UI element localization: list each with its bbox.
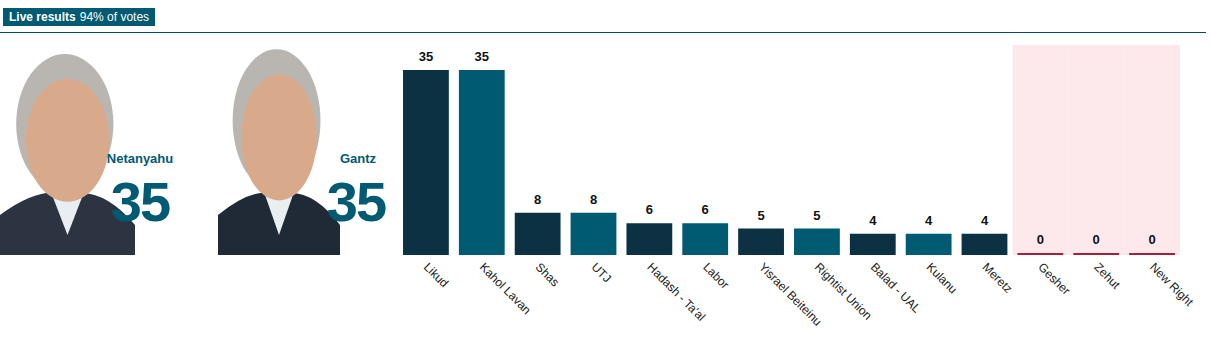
- svg-text:Rightist Union: Rightist Union: [812, 260, 875, 323]
- html-text:Gantz: Gantz: [339, 151, 377, 166]
- html-text:Live results 94% of votes: Live results 94% of votes: [9, 10, 150, 24]
- html-text:Netanyahu: Netanyahu: [106, 151, 174, 166]
- svg-text:6: 6: [646, 202, 653, 217]
- svg-text:4: 4: [981, 213, 989, 228]
- svg-text:35: 35: [419, 49, 433, 64]
- html-text:35: 35: [110, 170, 170, 233]
- svg-text:35: 35: [475, 49, 489, 64]
- svg-text:5: 5: [757, 208, 764, 223]
- svg-text:Gesher: Gesher: [1035, 260, 1073, 298]
- svg-text:0: 0: [1037, 232, 1044, 247]
- svg-text:8: 8: [534, 192, 541, 207]
- svg-text:0: 0: [1148, 232, 1155, 247]
- svg-text:4: 4: [925, 213, 933, 228]
- svg-text:UTJ: UTJ: [589, 260, 614, 285]
- svg-text:Kahol Lavan: Kahol Lavan: [477, 260, 534, 317]
- svg-text:Shas: Shas: [533, 260, 562, 289]
- svg-text:5: 5: [813, 208, 820, 223]
- svg-text:Kulanu: Kulanu: [924, 260, 960, 296]
- svg-text:New Right: New Right: [1147, 260, 1196, 309]
- html-text:35: 35: [326, 170, 386, 233]
- svg-text:Labor: Labor: [700, 260, 732, 292]
- svg-text:8: 8: [590, 192, 597, 207]
- svg-text:Meretz: Meretz: [980, 260, 1016, 296]
- svg-text:Yisrael Beiteinu: Yisrael Beiteinu: [756, 260, 825, 329]
- svg-text:Hadash - Ta'al: Hadash - Ta'al: [644, 260, 708, 324]
- svg-text:6: 6: [702, 202, 709, 217]
- svg-text:0: 0: [1093, 232, 1100, 247]
- svg-text:Balad - UAL: Balad - UAL: [868, 260, 924, 316]
- svg-text:4: 4: [869, 213, 877, 228]
- svg-text:Zehut: Zehut: [1091, 260, 1123, 292]
- svg-text:Likud: Likud: [421, 260, 451, 290]
